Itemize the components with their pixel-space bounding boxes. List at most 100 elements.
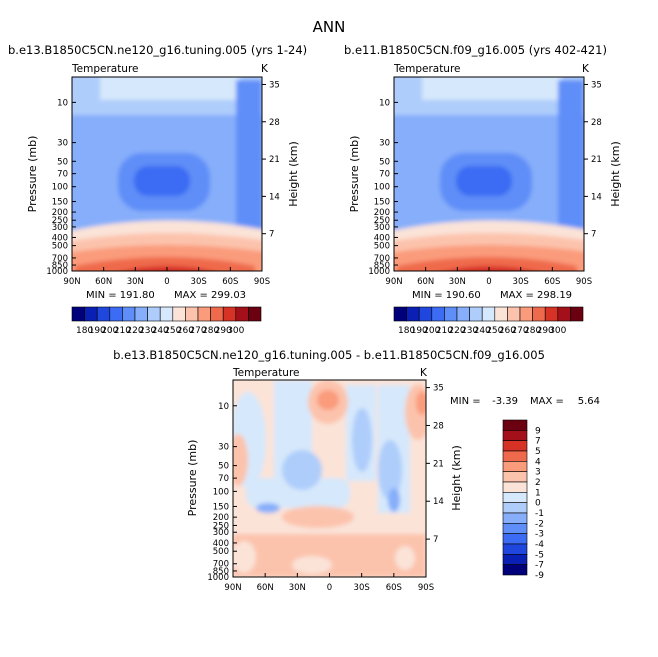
panel-c-colorbar-label: 5 bbox=[535, 447, 541, 457]
panel-c-y2tick-label: 35 bbox=[433, 384, 444, 394]
panel-b-colorbar-label: 180 bbox=[398, 326, 415, 336]
panel-b-xtick-label: 90N bbox=[385, 277, 402, 287]
panel-c-xtick-label: 90S bbox=[418, 583, 434, 593]
panel-a-ytick-label: 100 bbox=[52, 183, 68, 193]
panel-b-colorbar-label: 280 bbox=[524, 326, 541, 336]
panel-b-ytick-label: 150 bbox=[374, 198, 390, 208]
panel-a-max: MAX = 299.03 bbox=[174, 290, 246, 301]
panel-a-colorbar-swatch bbox=[185, 306, 199, 322]
panel-c-y2tick-label: 21 bbox=[433, 459, 444, 469]
panel-c-colorbar-label: 3 bbox=[535, 468, 541, 478]
panel-c-ytick-label: 500 bbox=[213, 547, 229, 557]
panel-c-max-value: 5.64 bbox=[578, 396, 600, 407]
panel-c-ytick-label: 150 bbox=[213, 502, 229, 512]
panel-c-colorbar-swatch bbox=[502, 430, 528, 441]
panel-c-ytick-label: 50 bbox=[218, 462, 229, 472]
panel-b-colorbar-swatch bbox=[418, 306, 433, 322]
panel-a-colorbar-label: 230 bbox=[139, 326, 156, 336]
panel-c-xtick-label: 30N bbox=[289, 583, 306, 593]
panel-c-colorbar-label: 7 bbox=[535, 437, 541, 447]
panel-b-xtick-label: 90S bbox=[576, 277, 592, 287]
panel-b-ytick-label: 10 bbox=[379, 98, 390, 108]
panel-c-ytick-label: 400 bbox=[213, 539, 229, 549]
panel-b-xtick-label: 0 bbox=[486, 277, 491, 287]
panel-a-colorbar-label: 190 bbox=[89, 326, 106, 336]
panel-a-colorbar-label: 280 bbox=[202, 326, 219, 336]
panel-a-xtick-label: 30N bbox=[127, 277, 144, 287]
panel-a-colorbar-swatch bbox=[222, 306, 237, 322]
panel-b-ytick-label: 500 bbox=[374, 242, 390, 252]
panel-b-colorbar-swatch bbox=[519, 306, 533, 322]
panel-a-xtick-label: 90S bbox=[254, 277, 270, 287]
panel-b-ytick-label: 400 bbox=[374, 233, 390, 243]
panel-c-field bbox=[233, 380, 426, 577]
panel-a-colorbar-label: 180 bbox=[76, 326, 93, 336]
panel-a-subtitle: Temperature bbox=[71, 63, 139, 75]
panel-b-ytick-label: 300 bbox=[374, 223, 390, 233]
panel-a-min: MIN = 191.80 bbox=[86, 290, 155, 301]
panel-a-y2tick-label: 28 bbox=[269, 118, 280, 128]
panel-a-xtick-label: 0 bbox=[164, 277, 169, 287]
panel-a-ytick-label: 250 bbox=[52, 216, 68, 226]
panel-b-colorbar-swatch bbox=[406, 306, 420, 322]
panel-b-colorbar-label: 220 bbox=[448, 326, 465, 336]
panel-a-colorbar-swatch bbox=[235, 306, 249, 322]
panel-c-colorbar-swatch bbox=[502, 533, 528, 545]
panel-b-ytick-label: 1000 bbox=[368, 267, 390, 277]
panel-c-colorbar-swatch bbox=[502, 471, 528, 483]
panel-a-y2tick-label: 7 bbox=[269, 230, 274, 240]
panel-a-colorbar-swatch bbox=[122, 306, 136, 322]
panel-c-xtick-label: 30S bbox=[354, 583, 370, 593]
panel-a-colorbar-swatch bbox=[71, 306, 85, 322]
panel-c-colorbar-label: -7 bbox=[535, 561, 544, 571]
panel-b-ylabel: Pressure (mb) bbox=[348, 136, 361, 213]
panel-c-colorbar-label: -3 bbox=[535, 530, 544, 540]
panel-c-title: b.e13.B1850C5CN.ne120_g16.tuning.005 - b… bbox=[113, 348, 545, 362]
panel-b-colorbar-label: 300 bbox=[549, 326, 566, 336]
panel-c-colorbar-swatch bbox=[502, 502, 528, 514]
panel-b-ytick-label: 100 bbox=[374, 183, 390, 193]
panel-model-b: b.e11.B1850C5CN.f09_g16.005 (yrs 402-421… bbox=[344, 43, 622, 336]
panel-a-colorbar-swatch bbox=[210, 306, 224, 322]
panel-b-colorbar-label: 190 bbox=[411, 326, 428, 336]
panel-b-ytick-label: 250 bbox=[374, 216, 390, 226]
panel-b-colorbar-swatch bbox=[456, 306, 470, 322]
panel-a-ytick-label: 300 bbox=[52, 223, 68, 233]
panel-a-ytick-label: 850 bbox=[52, 261, 68, 271]
panel-a-xtick-label: 90N bbox=[63, 277, 80, 287]
panel-c-min-label: MIN = bbox=[450, 396, 481, 407]
panel-a-ytick-label: 50 bbox=[57, 157, 68, 167]
panel-a-unit: K bbox=[261, 63, 269, 75]
panel-b-ytick-label: 200 bbox=[374, 208, 390, 218]
panel-c-colorbar-label: 9 bbox=[535, 426, 541, 436]
panel-c-colorbar-swatch bbox=[502, 512, 528, 524]
panel-c-ytick-label: 70 bbox=[218, 474, 229, 484]
panel-a-colorbar-swatch bbox=[134, 306, 148, 322]
panel-c-ytick-label: 850 bbox=[213, 567, 229, 577]
panel-b-xtick-label: 60N bbox=[417, 277, 434, 287]
panel-a-y2tick-label: 21 bbox=[269, 155, 280, 165]
panel-c-colorbar-label: -5 bbox=[535, 550, 544, 560]
panel-a-xtick-label: 60S bbox=[222, 277, 238, 287]
panel-b-colorbar-label: 210 bbox=[436, 326, 453, 336]
panel-b-colorbar-swatch bbox=[570, 306, 584, 322]
panel-b-colorbar-swatch bbox=[557, 306, 571, 322]
panel-a-colorbar-label: 250 bbox=[164, 326, 181, 336]
panel-c-unit: K bbox=[420, 367, 428, 379]
panel-b-ytick-label: 850 bbox=[374, 261, 390, 271]
panel-c-colorbar-swatch bbox=[502, 440, 528, 452]
panel-c-y2label: Height (km) bbox=[450, 445, 463, 511]
panel-a-colorbar-swatch bbox=[84, 306, 98, 322]
panel-b-colorbar-swatch bbox=[544, 306, 559, 322]
panel-a-colorbar-label: 270 bbox=[189, 326, 206, 336]
panel-c-colorbar-swatch bbox=[502, 543, 528, 555]
panel-a-colorbar-swatch bbox=[248, 306, 262, 322]
panel-difference: b.e13.B1850C5CN.ne120_g16.tuning.005 - b… bbox=[113, 348, 600, 593]
panel-c-ytick-label: 250 bbox=[213, 521, 229, 531]
panel-a-field bbox=[72, 77, 262, 271]
panel-a-ytick-label: 200 bbox=[52, 208, 68, 218]
